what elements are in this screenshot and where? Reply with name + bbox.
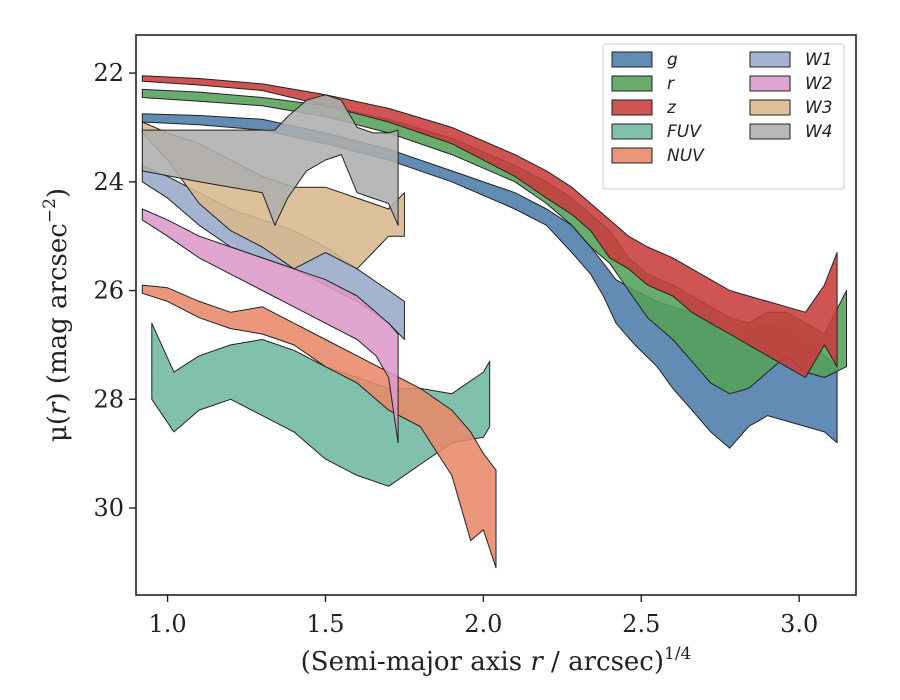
legend-swatch-fuv [611, 123, 653, 140]
legend-label-w4: W4 [805, 122, 833, 142]
plot-frame [135, 34, 857, 596]
legend-swatch-w3 [749, 99, 791, 116]
legend-swatch-nuv [611, 147, 653, 164]
legend-label-w3: W3 [805, 98, 833, 118]
legend-swatch-w2 [749, 75, 791, 92]
legend-swatch-r [611, 75, 653, 92]
x-tick-label: 2.0 [464, 610, 502, 638]
y-axis: 22 24 26 28 30 [93, 59, 136, 522]
legend: grz FUV NUV W1 W2 W3 W4 [602, 43, 845, 190]
y-axis-title: μ(r) (mag arcsec−2) [40, 188, 73, 442]
x-tick-label: 2.5 [622, 610, 660, 638]
band-w4 [141, 94, 399, 226]
legend-label-g: g [667, 50, 678, 70]
legend-label-w2: W2 [805, 74, 833, 94]
band-fuv [151, 322, 491, 487]
legend-swatch-g [611, 51, 653, 68]
x-tick-label: 3.0 [780, 610, 818, 638]
y-tick-label: 24 [93, 168, 124, 196]
legend-label-z: z [666, 98, 677, 118]
data-bands [141, 75, 847, 569]
x-axis: 1.0 1.5 2.0 2.5 3.0 [148, 595, 818, 638]
y-tick-label: 26 [93, 277, 124, 305]
legend-label-fuv: FUV [667, 122, 702, 142]
y-tick-label: 28 [93, 385, 124, 413]
legend-swatch-w4 [749, 123, 791, 140]
legend-swatch-z [611, 99, 653, 116]
y-tick-label: 30 [93, 494, 124, 522]
x-axis-title: (Semi-major axis r / arcsec)1/4 [301, 644, 692, 677]
legend-label-r: r [667, 74, 675, 94]
legend-swatch-w1 [749, 51, 791, 68]
band-nuv [141, 284, 497, 569]
band-w2 [141, 208, 399, 444]
legend-label-nuv: NUV [667, 146, 705, 166]
band-z [141, 75, 838, 378]
legend-label-w1: W1 [805, 50, 833, 70]
x-tick-label: 1.0 [148, 610, 186, 638]
y-tick-label: 22 [93, 59, 124, 87]
x-tick-label: 1.5 [306, 610, 344, 638]
